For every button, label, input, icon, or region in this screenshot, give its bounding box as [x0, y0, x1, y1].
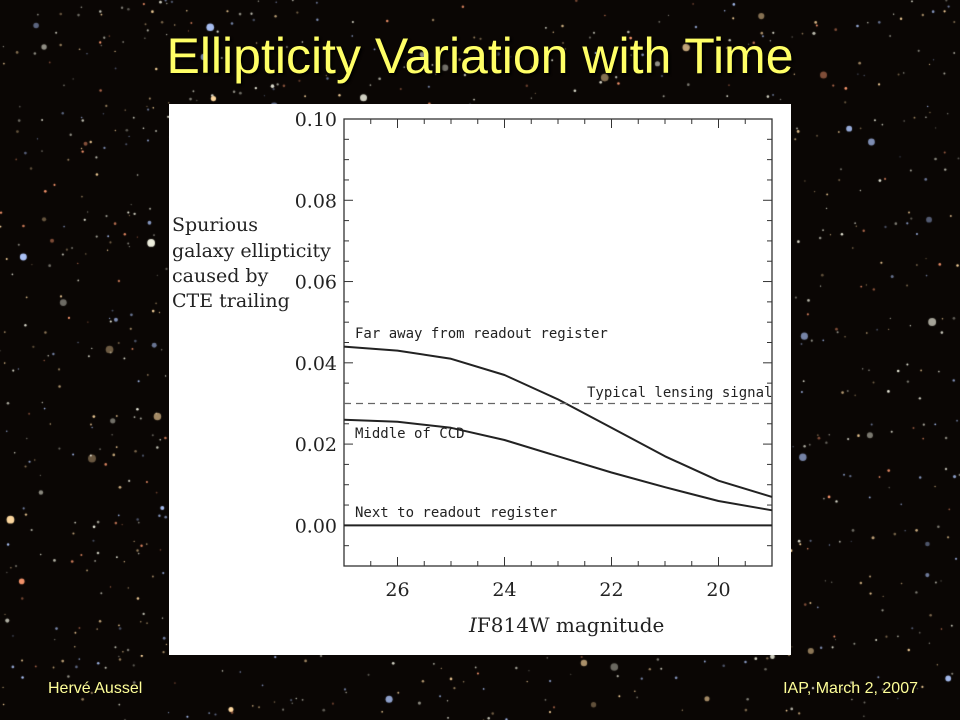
x-tick-label: 20: [706, 579, 730, 601]
y-label-line: CTE trailing: [172, 290, 290, 312]
y-axis-label: Spurious galaxy ellipticity caused by CT…: [172, 214, 331, 312]
series-label: Far away from readout register: [355, 326, 608, 342]
series-label: Typical lensing signal: [587, 385, 772, 401]
chart-panel: Spurious galaxy ellipticity caused by CT…: [169, 104, 791, 655]
series-line-1: [343, 418, 773, 512]
slide-title: Ellipticity Variation with Time: [166, 28, 794, 84]
y-label-line: caused by: [172, 265, 269, 287]
x-tick-label: 22: [599, 579, 623, 601]
y-tick-label: 0.10: [295, 109, 337, 131]
y-label-line: galaxy ellipticity: [172, 240, 331, 262]
series-label: Next to readout register: [355, 505, 557, 521]
chart: Spurious galaxy ellipticity caused by CT…: [172, 109, 773, 637]
y-label-line: Spurious: [172, 214, 258, 236]
x-axis-label: IF814W magnitude: [468, 613, 664, 637]
series-line-0: [343, 345, 773, 498]
series-label: Middle of CCD: [355, 426, 465, 442]
footer-author: Hervé Aussel: [48, 680, 143, 697]
y-tick-label: 0.08: [295, 190, 337, 212]
y-tick-label: 0.02: [295, 434, 337, 456]
y-tick-label: 0.04: [295, 353, 337, 375]
y-tick-label: 0.06: [295, 272, 337, 294]
footer-venue-date: IAP, March 2, 2007: [783, 680, 918, 697]
x-tick-label: 24: [492, 579, 516, 601]
y-tick-label: 0.00: [295, 515, 337, 537]
x-tick-label: 26: [385, 579, 409, 601]
